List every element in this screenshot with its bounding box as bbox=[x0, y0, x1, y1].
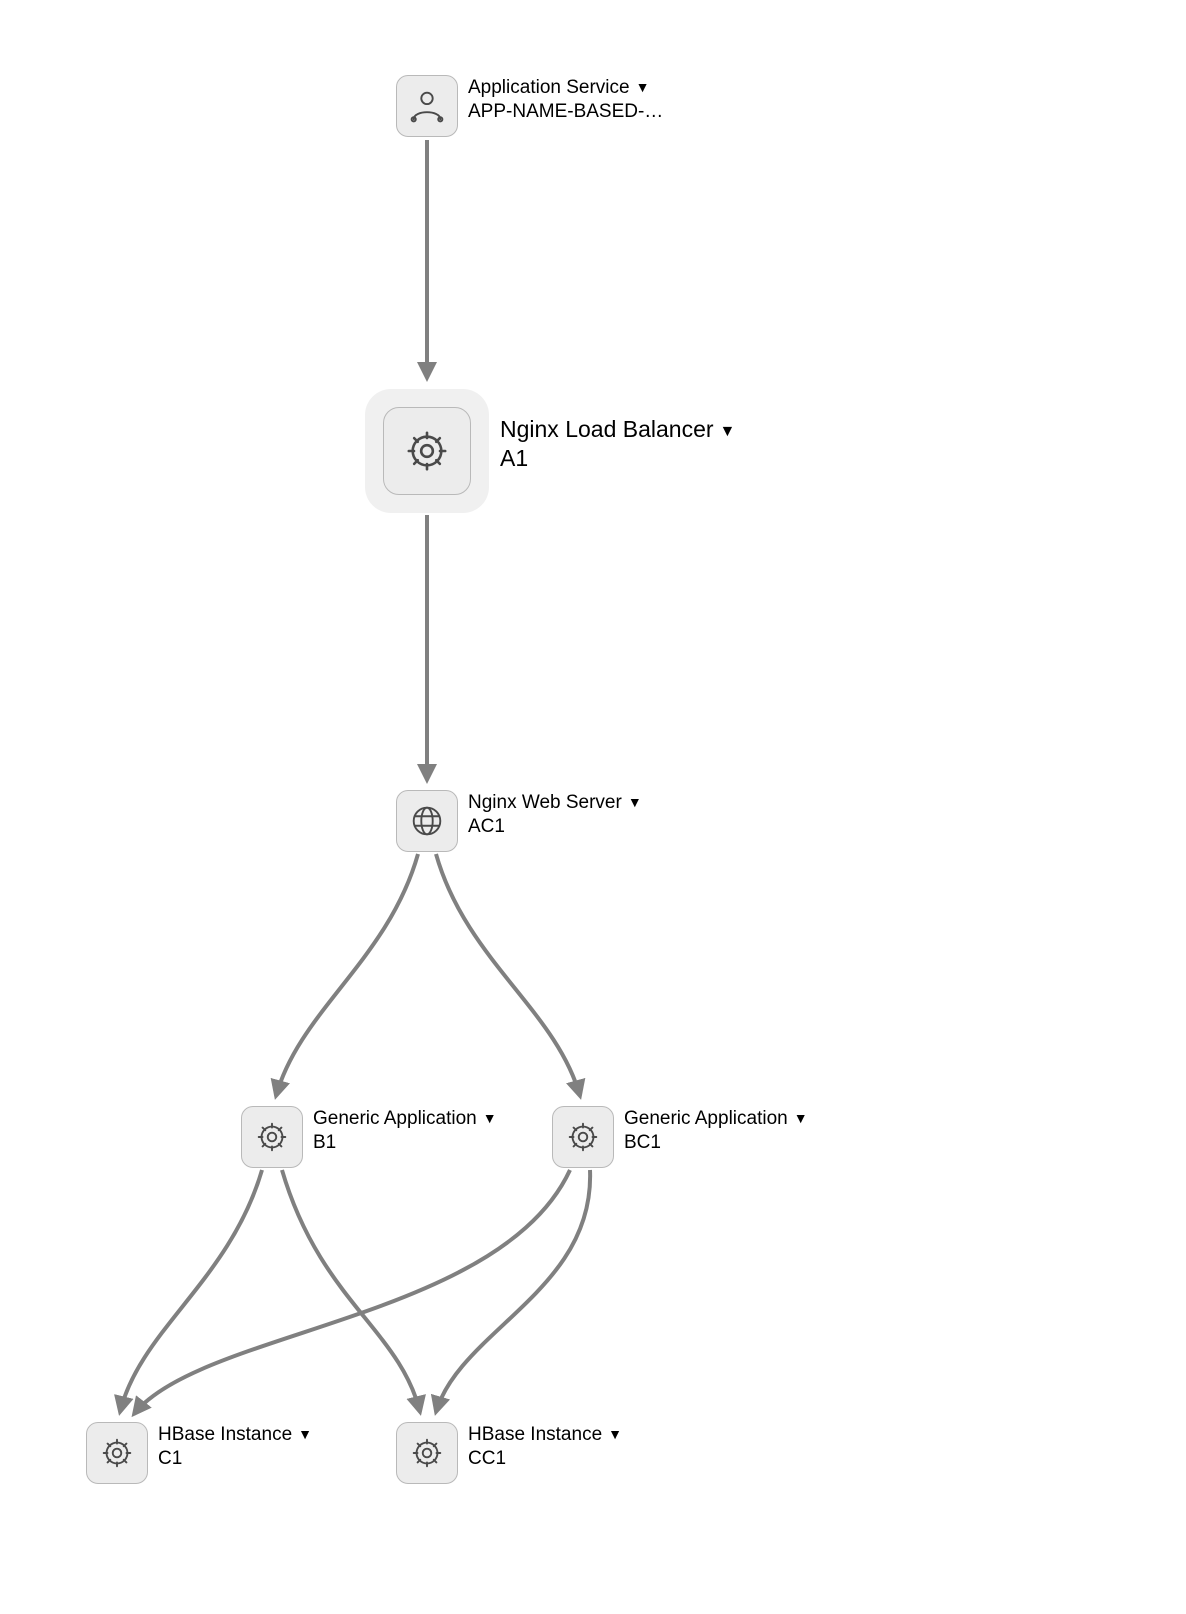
dropdown-icon[interactable]: ▼ bbox=[720, 422, 736, 442]
dropdown-icon[interactable]: ▼ bbox=[608, 1426, 622, 1444]
node-generic-application-b1[interactable] bbox=[241, 1106, 303, 1168]
label-nginx-load-balancer[interactable]: Nginx Load Balancer ▼ A1 bbox=[500, 415, 735, 473]
node-subtitle: CC1 bbox=[468, 1447, 622, 1471]
node-application-service[interactable] bbox=[396, 75, 458, 137]
node-title: Nginx Web Server bbox=[468, 791, 622, 815]
edge-gen_bc1-to-hbase_cc1 bbox=[436, 1170, 590, 1412]
node-subtitle: APP-NAME-BASED-… bbox=[468, 100, 663, 124]
gear-icon bbox=[408, 1434, 446, 1472]
label-nginx-web-server[interactable]: Nginx Web Server ▼ AC1 bbox=[468, 791, 642, 839]
node-title: Application Service bbox=[468, 76, 630, 100]
node-subtitle: BC1 bbox=[624, 1131, 808, 1155]
node-box bbox=[241, 1106, 303, 1168]
node-hbase-instance-c1[interactable] bbox=[86, 1422, 148, 1484]
edge-nginx_ws-to-gen_b1 bbox=[276, 854, 418, 1096]
gear-icon bbox=[98, 1434, 136, 1472]
gear-icon bbox=[253, 1118, 291, 1156]
gear-icon bbox=[401, 425, 453, 477]
dropdown-icon[interactable]: ▼ bbox=[628, 794, 642, 812]
gear-icon bbox=[564, 1118, 602, 1156]
node-box bbox=[383, 407, 471, 495]
node-box bbox=[552, 1106, 614, 1168]
edge-gen_b1-to-hbase_c1 bbox=[120, 1170, 262, 1412]
edge-nginx_ws-to-gen_bc1 bbox=[436, 854, 580, 1096]
node-title: HBase Instance bbox=[468, 1423, 602, 1447]
node-box bbox=[86, 1422, 148, 1484]
label-generic-application-bc1[interactable]: Generic Application ▼ BC1 bbox=[624, 1107, 808, 1155]
node-nginx-load-balancer[interactable] bbox=[383, 407, 471, 495]
diagram-canvas: Application Service ▼ APP-NAME-BASED-… Ng… bbox=[0, 0, 1186, 1614]
node-hbase-instance-cc1[interactable] bbox=[396, 1422, 458, 1484]
globe-icon bbox=[408, 802, 446, 840]
label-hbase-instance-cc1[interactable]: HBase Instance ▼ CC1 bbox=[468, 1423, 622, 1471]
label-hbase-instance-c1[interactable]: HBase Instance ▼ C1 bbox=[158, 1423, 312, 1471]
edge-gen_bc1-to-hbase_c1 bbox=[134, 1170, 570, 1414]
node-nginx-web-server[interactable] bbox=[396, 790, 458, 852]
edge-gen_b1-to-hbase_cc1 bbox=[282, 1170, 420, 1412]
node-box bbox=[396, 75, 458, 137]
node-title: Generic Application bbox=[624, 1107, 788, 1131]
node-subtitle: C1 bbox=[158, 1447, 312, 1471]
node-subtitle: AC1 bbox=[468, 815, 642, 839]
node-title: Nginx Load Balancer bbox=[500, 415, 714, 444]
dropdown-icon[interactable]: ▼ bbox=[298, 1426, 312, 1444]
node-subtitle: A1 bbox=[500, 444, 735, 473]
node-title: HBase Instance bbox=[158, 1423, 292, 1447]
node-box bbox=[396, 790, 458, 852]
dropdown-icon[interactable]: ▼ bbox=[483, 1110, 497, 1128]
node-box bbox=[396, 1422, 458, 1484]
node-title: Generic Application bbox=[313, 1107, 477, 1131]
user-icon bbox=[408, 87, 446, 125]
dropdown-icon[interactable]: ▼ bbox=[794, 1110, 808, 1128]
node-subtitle: B1 bbox=[313, 1131, 497, 1155]
label-application-service[interactable]: Application Service ▼ APP-NAME-BASED-… bbox=[468, 76, 663, 124]
node-generic-application-bc1[interactable] bbox=[552, 1106, 614, 1168]
label-generic-application-b1[interactable]: Generic Application ▼ B1 bbox=[313, 1107, 497, 1155]
dropdown-icon[interactable]: ▼ bbox=[636, 79, 650, 97]
